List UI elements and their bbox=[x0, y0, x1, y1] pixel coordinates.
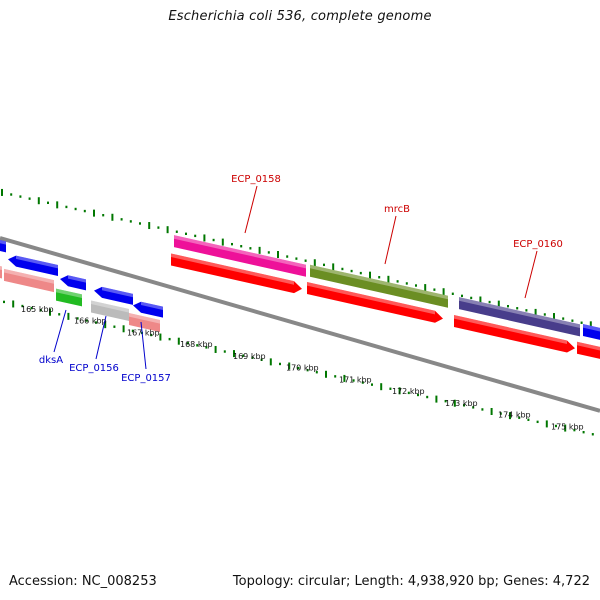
gene-label-forward: mrcB bbox=[384, 204, 410, 215]
feature-left-1-body bbox=[0, 240, 6, 253]
feature-ECP_0156-body bbox=[91, 300, 129, 321]
scale-ruler: 165 kbp 166 kbp 167 kbp 168 kbp 169 kbp 170 k… bbox=[21, 305, 584, 431]
feature-tracks bbox=[0, 235, 600, 359]
gene-leader-line bbox=[244, 185, 258, 234]
accession-text: Accession: NC_008253 bbox=[9, 574, 157, 589]
feature-ECP_0160 bbox=[459, 297, 580, 337]
cds-arrow-3-body bbox=[454, 315, 575, 353]
feature-left-5-body bbox=[133, 301, 163, 318]
feature-right-blue bbox=[583, 324, 600, 340]
cds-arrow-4-shine bbox=[577, 341, 600, 351]
gene-label-forward: ECP_0158 bbox=[231, 174, 281, 185]
feature-ECP_0158-shine bbox=[174, 235, 306, 269]
feature-left-1-shine bbox=[0, 240, 6, 245]
gene-label-forward: ECP_0160 bbox=[513, 239, 563, 250]
feature-ECP_0156 bbox=[91, 300, 129, 321]
feature-ECP_0160-shine bbox=[459, 297, 580, 328]
feature-ECP_0157-body bbox=[129, 312, 160, 332]
feature-left-4-body bbox=[94, 286, 133, 305]
feature-left-3 bbox=[60, 275, 86, 291]
feature-left-2-shine bbox=[16, 255, 58, 269]
scale-tick-label: 174 kbp bbox=[498, 411, 531, 420]
feature-ECP_0160-body bbox=[459, 297, 580, 337]
scale-tick-label: 168 kbp bbox=[180, 340, 213, 349]
feature-left-pink-b-shine bbox=[4, 268, 54, 284]
feature-ECP_0158 bbox=[174, 235, 306, 277]
feature-left-2-body bbox=[8, 255, 58, 277]
feature-left-3-body bbox=[60, 275, 86, 291]
gene-label-reverse: ECP_0156 bbox=[69, 363, 119, 374]
feature-left-2 bbox=[8, 255, 58, 277]
scale-tick-label: 172 kbp bbox=[392, 387, 425, 396]
gene-leader-line bbox=[140, 321, 147, 370]
backbone-line bbox=[0, 236, 600, 413]
map-title: Escherichia coli 536, complete genome bbox=[168, 9, 432, 24]
backbone bbox=[0, 236, 600, 413]
cds-arrow-2 bbox=[307, 282, 443, 323]
feature-dksA-body bbox=[56, 288, 82, 307]
feature-ECP_0157-shine bbox=[129, 312, 160, 324]
cds-arrow-1-shine bbox=[171, 253, 294, 285]
feature-right-blue-body bbox=[583, 324, 600, 340]
feature-left-pink-a-body bbox=[0, 265, 2, 279]
gene-label-reverse: ECP_0157 bbox=[121, 373, 171, 384]
feature-left-4 bbox=[94, 286, 133, 305]
scale-tick-label: 166 kbp bbox=[74, 317, 107, 326]
feature-left-5-shine bbox=[141, 301, 163, 310]
cds-arrow-2-shine bbox=[307, 282, 435, 315]
cds-arrow-4 bbox=[577, 341, 600, 359]
scale-tick-label: 169 kbp bbox=[233, 352, 266, 361]
cds-arrow-1-body bbox=[171, 253, 302, 294]
feature-ECP_0156-shine bbox=[91, 300, 129, 313]
feature-mrcB bbox=[310, 264, 448, 308]
feature-left-pink-b-body bbox=[4, 268, 54, 293]
gene-leader-line bbox=[384, 215, 397, 265]
genome-summary-text: Topology: circular; Length: 4,938,920 bp… bbox=[232, 574, 590, 589]
scale-tick-label: 165 kbp bbox=[21, 305, 54, 314]
cds-arrow-4-body bbox=[577, 341, 600, 359]
scale-tick-label: 175 kbp bbox=[551, 422, 584, 431]
cds-arrow-1 bbox=[171, 253, 302, 294]
feature-ECP_0158-body bbox=[174, 235, 306, 277]
scale-tick-label: 170 kbp bbox=[286, 364, 319, 373]
gene-leader-line bbox=[95, 315, 107, 360]
feature-mrcB-body bbox=[310, 264, 448, 308]
feature-left-4-shine bbox=[102, 286, 133, 298]
cds-arrow-3-shine bbox=[454, 315, 567, 345]
feature-dksA bbox=[56, 288, 82, 307]
cds-arrow-3 bbox=[454, 315, 575, 353]
feature-left-1 bbox=[0, 240, 6, 253]
feature-dksA-shine bbox=[56, 288, 82, 299]
feature-left-5 bbox=[133, 301, 163, 318]
gene-leader-line bbox=[53, 309, 67, 353]
feature-mrcB-shine bbox=[310, 264, 448, 300]
cds-arrow-2-body bbox=[307, 282, 443, 323]
feature-left-pink-b bbox=[4, 268, 54, 293]
scale-tick-label: 171 kbp bbox=[339, 375, 372, 384]
scale-tick-label: 173 kbp bbox=[445, 399, 478, 408]
feature-ECP_0157 bbox=[129, 312, 160, 332]
feature-right-blue-shine bbox=[583, 324, 600, 332]
feature-left-3-shine bbox=[68, 275, 86, 283]
scale-tick-label: 167 kbp bbox=[127, 328, 160, 337]
gc-content-ticks bbox=[1, 188, 594, 436]
feature-left-pink-a-shine bbox=[0, 265, 2, 271]
gene-label-reverse: dksA bbox=[39, 355, 63, 366]
gene-leader-line bbox=[524, 250, 538, 299]
feature-left-pink-a bbox=[0, 265, 2, 279]
